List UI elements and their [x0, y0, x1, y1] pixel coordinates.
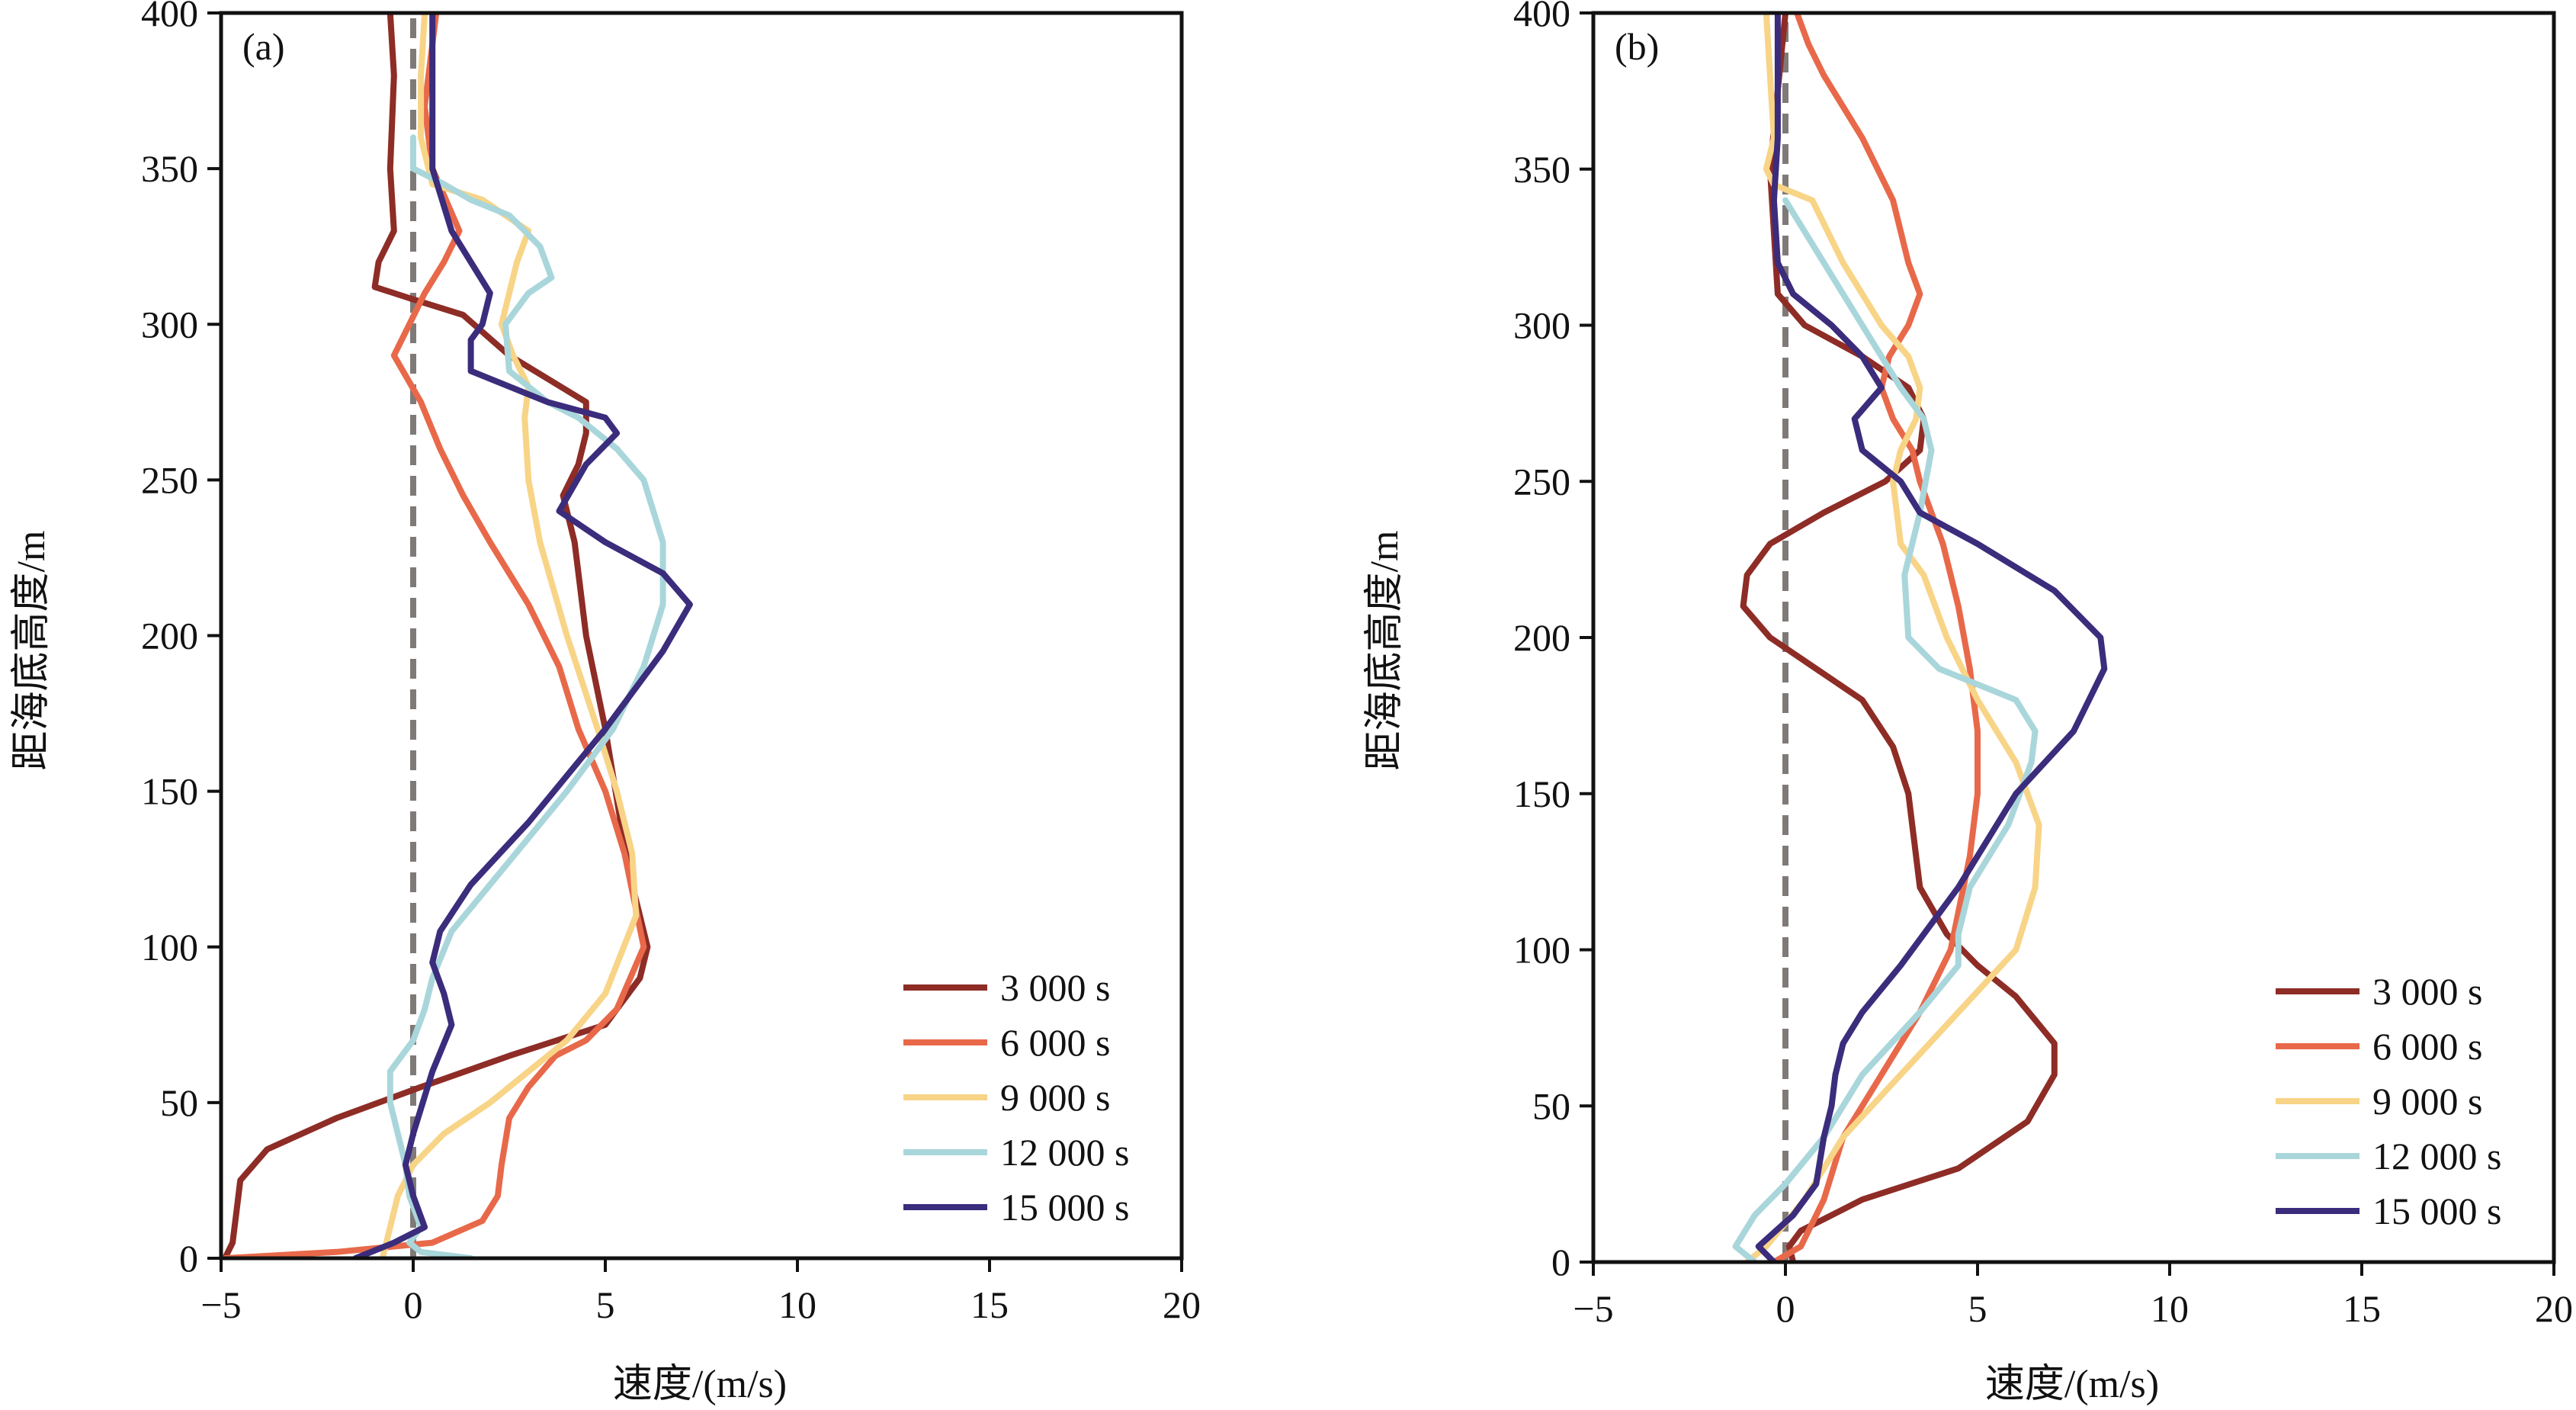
panel-b-label: (b) [1615, 25, 1659, 68]
x-tick-label: −5 [1573, 1287, 1613, 1330]
y-tick-label: 300 [1513, 304, 1570, 347]
legend-label-5: 15 000 s [2372, 1190, 2501, 1232]
legend-label-3: 9 000 s [2372, 1080, 2482, 1123]
axes-frame [219, 11, 1184, 1261]
series-line-3 [1744, 13, 2042, 1262]
x-tick-label: 5 [596, 1283, 615, 1326]
panel-a-xlabel: 速度/(m/s) [613, 1363, 787, 1406]
series-line-1 [1740, 13, 2058, 1262]
legend-label-1: 3 000 s [2372, 970, 2482, 1013]
x-tick-label: 15 [2343, 1287, 2381, 1330]
y-tick-label: 200 [1513, 616, 1570, 659]
y-tick-label: 0 [1551, 1241, 1570, 1283]
x-tick-label: 0 [1776, 1287, 1795, 1330]
series-line-4 [1732, 197, 2039, 1262]
series-line-5 [352, 13, 693, 1258]
y-tick-label: 350 [141, 147, 198, 190]
x-tick-label: 10 [2151, 1287, 2189, 1330]
legend-label-5: 15 000 s [1000, 1186, 1129, 1229]
y-tick-label: 350 [1513, 148, 1570, 191]
y-tick-label: 150 [141, 770, 198, 813]
y-tick-label: 50 [1532, 1084, 1570, 1127]
legend-label-4: 12 000 s [1000, 1131, 1129, 1174]
x-tick-label: 10 [778, 1283, 816, 1326]
y-tick-label: 200 [141, 615, 198, 657]
panel-b-xlabel: 速度/(m/s) [1985, 1363, 2159, 1406]
x-tick-label: 20 [1163, 1283, 1201, 1326]
y-tick-label: 150 [1513, 772, 1570, 815]
series-group [1732, 13, 2108, 1262]
y-tick-label: 0 [179, 1237, 198, 1280]
series-line-1 [222, 13, 651, 1258]
series-line-2 [222, 13, 647, 1258]
panel-a-label: (a) [242, 25, 285, 68]
legend: 3 000 s 6 000 s 9 000 s 12 000 s 15 000 s [2276, 970, 2501, 1232]
legend-label-3: 9 000 s [1000, 1076, 1110, 1119]
panel-a-ylabel: 距海底高度/m [10, 531, 53, 771]
legend-label-2: 6 000 s [1000, 1021, 1110, 1064]
y-tick-label: 300 [141, 303, 198, 345]
x-tick-label: 15 [970, 1283, 1009, 1326]
legend: 3 000 s 6 000 s 9 000 s 12 000 s 15 000 s [903, 966, 1129, 1229]
legend-label-4: 12 000 s [2372, 1135, 2501, 1177]
y-tick-label: 100 [141, 926, 198, 968]
series-group [222, 13, 693, 1258]
panel-a: (a) 距海底高度/m 速度/(m/s) −5 0 5 10 15 20050100150… [10, 0, 1201, 1406]
y-tick-label: 400 [141, 0, 198, 34]
series-line-3 [379, 13, 640, 1258]
legend-label-1: 3 000 s [1000, 966, 1110, 1009]
y-tick-label: 400 [1513, 0, 1570, 34]
y-tick-label: 250 [1513, 460, 1570, 503]
y-tick-label: 50 [160, 1081, 198, 1124]
x-tick-label: −5 [200, 1283, 241, 1326]
x-tick-label: 20 [2535, 1287, 2573, 1330]
x-tick-label: 5 [1968, 1287, 1987, 1330]
axes-frame [1591, 11, 2556, 1264]
series-line-5 [1755, 13, 2108, 1262]
legend-label-2: 6 000 s [2372, 1025, 2482, 1068]
panel-b-ylabel: 距海底高度/m [1363, 531, 1407, 771]
y-tick-label: 100 [1513, 929, 1570, 972]
series-line-2 [1770, 13, 1981, 1262]
x-tick-label: 0 [404, 1283, 423, 1326]
panel-b: (b) 距海底高度/m 速度/(m/s) −5 0 5 10 15 20050100150… [1363, 0, 2573, 1406]
series-line-4 [387, 134, 666, 1258]
y-tick-label: 250 [141, 458, 198, 501]
